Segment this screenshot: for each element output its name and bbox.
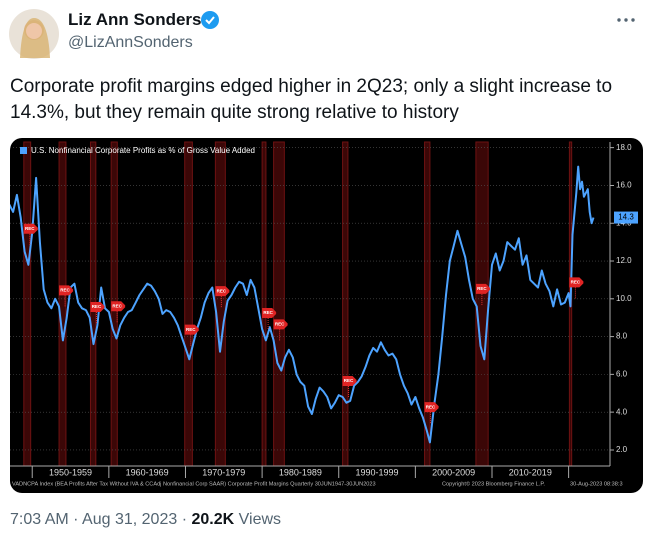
recession-tag-label: REC [92, 304, 102, 309]
recession-tag-label: REC [217, 288, 227, 293]
separator: · [73, 511, 79, 528]
chart[interactable]: 2.04.06.08.010.012.014.016.018.01950-195… [10, 138, 643, 493]
views-label: Views [238, 511, 282, 528]
date[interactable]: Aug 31, 2023 [82, 511, 178, 528]
recession-tag-label: REC [426, 404, 436, 409]
data-line [10, 165, 595, 444]
x-tick-label: 1970-1979 [202, 467, 245, 477]
x-tick-label: 1980-1989 [279, 467, 322, 477]
last-value-label: 14.3 [618, 213, 634, 222]
recession-tag [424, 402, 439, 413]
recession-band [23, 141, 32, 467]
x-tick-label: 2000-2009 [432, 467, 475, 477]
recession-tag-label: REC [60, 288, 70, 293]
x-tick-label: 1990-1999 [356, 467, 399, 477]
tweet-meta: 7:03 AM · Aug 31, 2023 · 20.2K Views [10, 511, 281, 529]
chart-footer: VADNCPA Index (BEA Profits After Tax Wit… [12, 481, 376, 487]
x-tick-label: 1960-1969 [126, 467, 169, 477]
recession-tag-label: REC [112, 303, 122, 308]
y-tick-label: 6.0 [616, 369, 628, 378]
separator: · [181, 511, 188, 528]
y-tick-label: 12.0 [616, 256, 632, 265]
tweet-text: Corporate profit margins edged higher in… [10, 76, 613, 123]
chart-timestamp: 30-Aug-2023 08:38:3 [570, 481, 623, 487]
recession-tag [111, 301, 126, 312]
author-handle[interactable]: @LizAnnSonders [68, 34, 193, 51]
time[interactable]: 7:03 AM [10, 511, 69, 528]
x-tick-label: 1950-1959 [49, 467, 92, 477]
chart-copyright: Copyright© 2023 Bloomberg Finance L.P. [442, 480, 545, 487]
recession-band [261, 141, 267, 467]
legend-swatch [20, 147, 27, 154]
recession-tag [59, 285, 74, 296]
views-count: 20.2K [191, 511, 235, 528]
y-tick-label: 18.0 [616, 143, 632, 152]
recession-band [342, 141, 349, 467]
recession-tag-label: REC [263, 310, 273, 315]
last-value-box [614, 211, 638, 224]
recession-tag-label: REC [25, 226, 35, 231]
recession-tag [184, 324, 199, 335]
author-name[interactable]: Liz Ann Sonders [68, 10, 202, 29]
recession-tag-label: REC [186, 327, 196, 332]
y-tick-label: 2.0 [616, 445, 628, 454]
more-menu[interactable] [616, 16, 636, 24]
recession-tag [23, 223, 38, 234]
y-tick-label: 16.0 [616, 181, 632, 190]
x-tick-label: 2010-2019 [509, 467, 552, 477]
recession-tag [262, 308, 277, 319]
legend-label: U.S. Nonfinancial Corporate Profits as %… [31, 146, 255, 155]
recession-tag [273, 319, 288, 330]
avatar[interactable] [8, 8, 60, 60]
recession-tag-label: REC [477, 286, 487, 291]
recession-tag [90, 301, 105, 312]
recession-tag [342, 376, 357, 387]
recession-tag-label: REC [275, 322, 285, 327]
y-tick-label: 8.0 [616, 332, 628, 341]
verified-badge [201, 11, 219, 29]
recession-tag-label: REC [344, 378, 354, 383]
recession-tag-label: REC [571, 280, 581, 285]
recession-band [214, 141, 226, 467]
recession-band [184, 141, 193, 467]
recession-tag [475, 283, 490, 294]
recession-band [273, 141, 285, 467]
recession-band [424, 141, 431, 467]
recession-tag [215, 286, 230, 297]
y-tick-label: 10.0 [616, 294, 632, 303]
recession-tag [569, 277, 584, 288]
y-tick-label: 4.0 [616, 407, 628, 416]
